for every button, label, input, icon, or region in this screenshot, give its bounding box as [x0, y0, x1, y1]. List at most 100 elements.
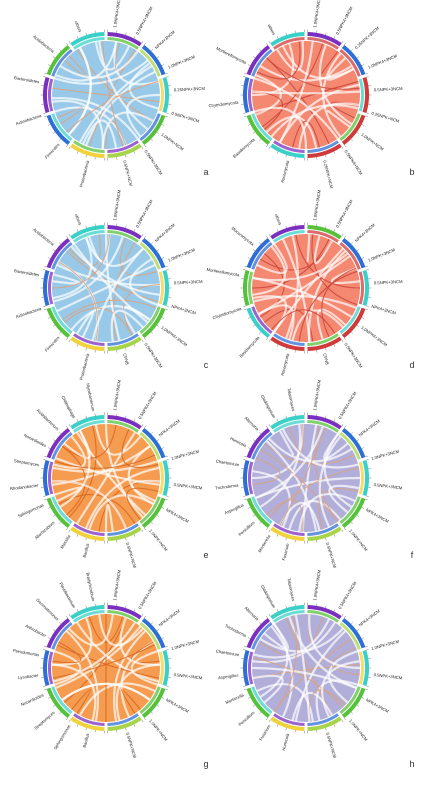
- ring-segment: [270, 526, 305, 541]
- chord-link: [258, 255, 351, 315]
- inner-ring-segment: [307, 230, 339, 243]
- treatment-label: 1.0NPK4+3NCM: [112, 0, 122, 28]
- panel-e: 1.0NPK4+3NCM 0.5NPK4+3NCMNPK4+3NCM1.0NPK+…: [10, 379, 209, 569]
- axis-tick: [258, 331, 262, 334]
- axis-tick: [243, 649, 246, 651]
- axis-tick: [66, 717, 68, 721]
- taxon-label: Nocardioides: [23, 433, 47, 449]
- ring-segment: [270, 336, 305, 351]
- axis-tick: [58, 331, 62, 334]
- taxon-label: Gemmatimonas: [35, 597, 60, 621]
- taxon-label: Humicola: [281, 732, 290, 751]
- axis-tick: [333, 151, 336, 154]
- axis-tick: [276, 229, 279, 232]
- taxon-label: Alternaria: [244, 415, 261, 432]
- chord-link: [65, 630, 100, 722]
- inner-ring-segment: [73, 420, 105, 433]
- taxon-label: Fusarium: [281, 542, 290, 561]
- axis-tick: [350, 49, 354, 52]
- chord-link: [59, 50, 139, 79]
- inner-ring-segment: [307, 140, 339, 153]
- axis-tick: [344, 235, 346, 239]
- chord-link: [271, 309, 336, 334]
- ring-segment: [270, 605, 305, 620]
- axis-tick: [156, 439, 160, 442]
- axis-tick: [366, 649, 369, 651]
- inner-ring-segment: [358, 461, 364, 495]
- axis-tick: [47, 637, 51, 639]
- axis-tick: [144, 235, 146, 239]
- chord-link: [327, 109, 351, 128]
- inner-ring-segment: [51, 48, 73, 77]
- ring-segment: [70, 415, 105, 430]
- taxon-label: Ascomycota: [280, 352, 291, 376]
- chord-link: [70, 245, 160, 296]
- axis-tick: [325, 347, 327, 351]
- axis-tick: [144, 42, 146, 46]
- axis-tick: [43, 269, 46, 271]
- inner-ring-segment: [158, 78, 164, 112]
- ring-segment: [307, 336, 342, 351]
- taxon-label: others: [74, 213, 83, 226]
- panel-letter: h: [409, 759, 414, 769]
- inner-ring-segment: [107, 333, 139, 346]
- treatment-label: 1.0NPK+NCM: [348, 528, 369, 552]
- inner-ring-segment: [358, 651, 364, 685]
- chord-link: [288, 424, 304, 453]
- chord-link: [270, 104, 359, 138]
- axis-tick: [344, 615, 346, 619]
- axis-tick: [365, 73, 368, 75]
- panel-letter: e: [203, 550, 208, 560]
- ring-segment: [46, 687, 71, 719]
- chord-link: [266, 57, 330, 145]
- chord-link: [316, 308, 347, 340]
- taxon-label: Basidiomycota: [232, 137, 256, 159]
- axis-tick: [276, 151, 279, 154]
- inner-ring-segment: [107, 140, 139, 153]
- ring-segment: [341, 687, 366, 719]
- chord-link: [121, 689, 141, 714]
- axis-tick: [333, 534, 336, 537]
- chord-link: [311, 234, 358, 306]
- axis-tick: [133, 419, 136, 422]
- chord-link: [61, 682, 151, 701]
- inner-ring-segment: [48, 78, 54, 112]
- axis-tick: [44, 115, 47, 117]
- treatment-label: 1.0NPK+NCM: [148, 718, 169, 742]
- axis-tick: [76, 724, 79, 727]
- axis-tick: [341, 529, 344, 533]
- treatment-label: NPK4+3NCM: [354, 222, 376, 243]
- axis-tick: [141, 339, 144, 343]
- treatment-label: NPK4+3NCM: [154, 29, 176, 50]
- ring-segment: [246, 307, 271, 339]
- axis-tick: [285, 537, 287, 541]
- treatment-label: 0.5NPK4+3NCM: [135, 198, 154, 228]
- treatment-label: 1.0NPK4+3NCM: [160, 325, 188, 348]
- axis-tick: [85, 605, 87, 609]
- axis-tick: [344, 527, 346, 531]
- treatment-label: 1.0NPK4+3NCM: [367, 53, 398, 70]
- inner-ring-segment: [251, 48, 273, 77]
- inner-ring-segment: [51, 621, 73, 650]
- axis-tick: [258, 521, 262, 524]
- inner-ring-segment: [51, 496, 73, 525]
- taxon-label: Cladosporium: [260, 584, 277, 609]
- axis-tick: [333, 419, 336, 422]
- axis-tick: [165, 688, 168, 690]
- axis-tick: [333, 609, 336, 612]
- taxon-label: Trichoderma: [224, 623, 248, 638]
- inner-ring-segment: [339, 686, 361, 715]
- inner-ring-segment: [307, 333, 339, 346]
- ring-segment: [246, 427, 271, 459]
- treatment-label: CPNB: [122, 353, 130, 366]
- chord-link: [79, 65, 153, 143]
- ring-segment: [307, 143, 342, 158]
- treatment-label: 0.25NPK+NCM: [322, 160, 334, 190]
- ring-segment: [307, 605, 342, 620]
- inner-ring-segment: [139, 496, 161, 525]
- ring-segment: [107, 526, 142, 541]
- axis-tick: [356, 56, 360, 59]
- taxon-label: Firmicutes: [44, 335, 61, 353]
- axis-tick: [366, 269, 369, 271]
